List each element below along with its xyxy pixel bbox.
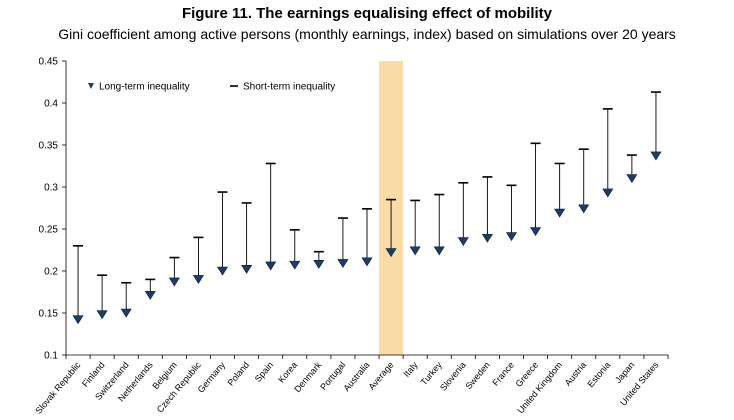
long-term-marker: [627, 175, 637, 183]
legend-long-term-label: Long-term inequality: [99, 82, 190, 93]
y-tick-label: 0.1: [44, 351, 58, 362]
range-chart: 0.45 0.4 0.35 0.3 0.25 0.2 0.15 0.1Slovak Repub…: [0, 0, 734, 420]
long-term-marker: [362, 258, 372, 266]
long-term-marker: [603, 189, 613, 197]
long-term-marker: [169, 278, 179, 286]
x-tick-label: Average: [367, 360, 396, 392]
long-term-marker: [290, 261, 300, 269]
legend-short-term-label: Short-term inequality: [243, 82, 335, 93]
long-term-marker: [651, 152, 661, 160]
long-term-marker: [145, 291, 155, 299]
x-tick-label: Slovenia: [438, 360, 468, 393]
x-tick-label: Spain: [253, 360, 275, 384]
x-tick-label: Austria: [563, 360, 589, 388]
long-term-marker: [434, 247, 444, 255]
long-term-marker: [506, 233, 516, 241]
x-tick-label: United Kingdom: [515, 360, 564, 415]
y-tick-label: 0.45: [39, 57, 59, 68]
long-term-marker: [482, 234, 492, 242]
long-term-marker: [579, 205, 589, 213]
legend: Long-term inequality Short-term inequalit…: [88, 82, 335, 93]
long-term-marker: [314, 260, 324, 268]
y-tick-label: 0.4: [44, 99, 58, 110]
long-term-marker: [121, 309, 131, 317]
legend-long-term-marker: [88, 83, 94, 89]
long-term-marker: [531, 228, 541, 236]
long-term-marker: [338, 259, 348, 267]
y-tick-label: 0.35: [39, 141, 59, 152]
y-tick-label: 0.3: [44, 183, 58, 194]
y-tick-label: 0.15: [39, 309, 59, 320]
x-tick-label: Japan: [613, 360, 636, 385]
y-tick-label: 0.2: [44, 267, 58, 278]
x-tick-label: France: [490, 360, 516, 388]
long-term-marker: [458, 238, 468, 246]
long-term-marker: [266, 262, 276, 270]
x-tick-label: Estonia: [585, 360, 612, 389]
x-tick-label: Slovak Republic: [33, 359, 82, 415]
long-term-marker: [193, 275, 203, 283]
x-tick-label: Sweden: [463, 360, 492, 391]
long-term-marker: [410, 247, 420, 255]
long-term-marker: [97, 311, 107, 319]
long-term-marker: [242, 265, 252, 273]
x-tick-label: Australia: [341, 360, 371, 393]
y-tick-label: 0.25: [39, 225, 59, 236]
long-term-marker: [73, 316, 83, 324]
x-tick-label: Poland: [225, 360, 251, 388]
long-term-marker: [218, 267, 228, 275]
long-term-marker: [555, 209, 565, 217]
x-tick-label: Italy: [401, 359, 420, 378]
x-tick-label: Korea: [276, 360, 299, 385]
